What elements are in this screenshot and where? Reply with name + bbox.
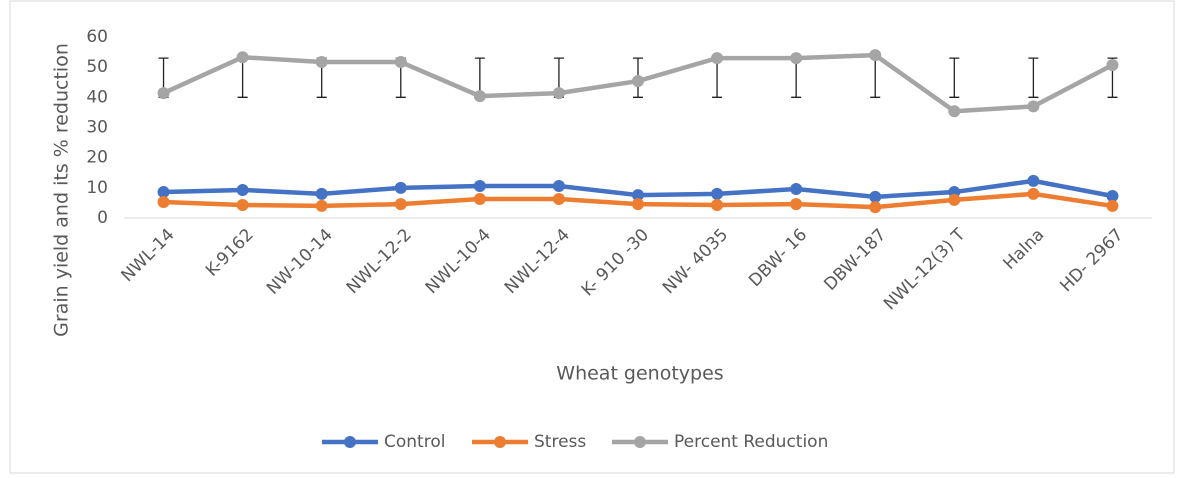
point bbox=[157, 196, 170, 209]
legend-label: Stress bbox=[534, 432, 586, 452]
point bbox=[869, 49, 882, 62]
point bbox=[236, 199, 249, 212]
point bbox=[394, 56, 407, 69]
point bbox=[1106, 199, 1119, 212]
point bbox=[236, 183, 249, 196]
point bbox=[473, 192, 486, 205]
point bbox=[869, 190, 882, 203]
error-bar bbox=[1028, 57, 1039, 98]
y-tick-label: 40 bbox=[86, 87, 108, 107]
point bbox=[552, 87, 565, 100]
y-tick-label: 20 bbox=[86, 148, 108, 168]
y-tick-label: 50 bbox=[86, 57, 108, 77]
point bbox=[1106, 59, 1119, 72]
point bbox=[236, 51, 249, 64]
y-tick-label: 30 bbox=[86, 118, 108, 138]
legend-marker bbox=[344, 436, 356, 448]
y-axis-title: Grain yield and its % reduction bbox=[51, 43, 73, 337]
point bbox=[1106, 189, 1119, 202]
point bbox=[948, 193, 961, 206]
y-tick-label: 10 bbox=[86, 178, 108, 198]
legend-label: Control bbox=[384, 432, 445, 452]
point bbox=[315, 199, 328, 212]
point bbox=[1027, 100, 1040, 113]
legend-marker bbox=[494, 436, 506, 448]
point bbox=[394, 181, 407, 194]
point bbox=[790, 183, 803, 196]
y-tick-label: 60 bbox=[86, 27, 108, 47]
point bbox=[1027, 187, 1040, 200]
point bbox=[790, 52, 803, 65]
point bbox=[157, 87, 170, 100]
point bbox=[948, 105, 961, 118]
y-tick-label: 0 bbox=[97, 208, 108, 228]
chart-border bbox=[9, 0, 1175, 474]
point bbox=[1027, 174, 1040, 187]
point bbox=[711, 52, 724, 65]
x-axis-title: Wheat genotypes bbox=[556, 363, 723, 385]
point bbox=[632, 198, 644, 211]
point bbox=[711, 187, 724, 200]
error-bar bbox=[949, 57, 960, 98]
point bbox=[552, 180, 565, 193]
point bbox=[473, 180, 486, 193]
point bbox=[711, 199, 724, 212]
legend-label: Percent Reduction bbox=[674, 432, 828, 452]
point bbox=[632, 189, 644, 202]
point bbox=[552, 192, 565, 205]
point bbox=[315, 187, 328, 200]
point bbox=[790, 198, 803, 211]
point bbox=[394, 198, 407, 211]
point bbox=[157, 186, 170, 199]
point bbox=[473, 90, 486, 103]
legend-marker bbox=[634, 436, 646, 448]
point bbox=[632, 75, 644, 88]
point bbox=[869, 201, 882, 214]
point bbox=[315, 56, 328, 69]
